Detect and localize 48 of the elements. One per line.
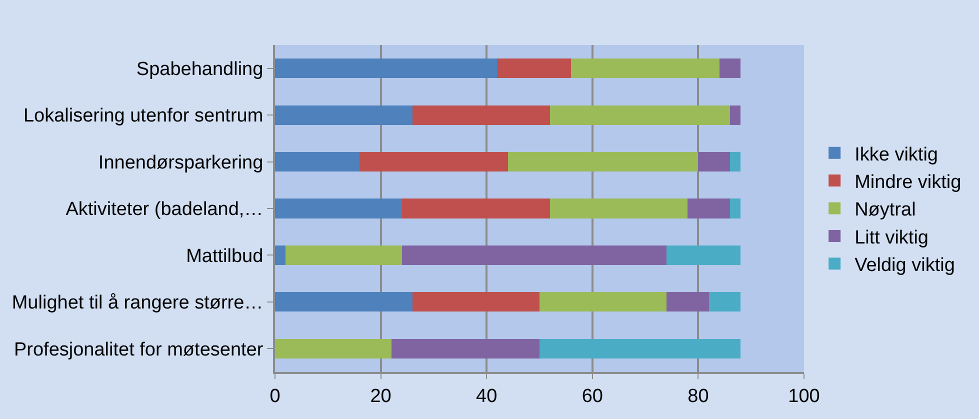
bar	[275, 198, 402, 218]
bar	[698, 152, 730, 172]
bar	[275, 338, 392, 358]
bar	[412, 292, 540, 312]
legend-label: Nøytral	[854, 200, 916, 221]
bar	[708, 292, 741, 312]
y-tick-label: Lokalisering utenfor sentrum	[23, 106, 264, 127]
x-tick-label: 40	[476, 386, 498, 407]
x-tick-label: 80	[688, 386, 709, 407]
bar	[688, 198, 730, 218]
bar	[286, 245, 402, 266]
bar	[275, 105, 413, 125]
bar	[730, 105, 741, 125]
legend-label: Veldig viktig	[854, 255, 955, 276]
x-tick-label: 20	[370, 386, 392, 407]
bar	[540, 292, 666, 312]
bar	[550, 198, 688, 218]
bar	[275, 58, 498, 78]
bar	[730, 198, 741, 218]
bar	[571, 58, 720, 78]
bar	[508, 152, 698, 172]
bar	[402, 198, 550, 218]
x-tick-label: 60	[582, 386, 603, 407]
bar	[275, 152, 360, 172]
legend-label: Mindre viktig	[854, 172, 962, 193]
bar	[360, 152, 508, 172]
bar	[391, 338, 540, 358]
bar	[412, 105, 550, 125]
y-tick-label: Mattilbud	[186, 246, 264, 267]
x-tick-label: 0	[270, 386, 280, 407]
legend-label: Litt viktig	[854, 227, 928, 248]
bar	[730, 152, 741, 172]
bar	[666, 245, 741, 266]
bar	[497, 58, 572, 78]
bar	[550, 105, 730, 125]
y-tick-label: Innendørsparkering	[98, 152, 264, 174]
y-tick-label: Mulighet til å rangere større…	[12, 292, 264, 314]
bar	[666, 292, 709, 312]
legend-label: Ikke viktig	[854, 144, 938, 166]
bar	[275, 292, 413, 312]
bar	[719, 58, 741, 78]
y-tick-label: Profesjonalitet for møtesenter	[14, 339, 264, 360]
bar	[540, 338, 741, 358]
bar	[275, 245, 286, 266]
y-tick-label: Aktiviteter (badeland,…	[66, 199, 264, 220]
y-tick-label: Spabehandling	[136, 59, 264, 80]
bar	[402, 245, 666, 266]
x-tick-label: 100	[788, 386, 820, 407]
